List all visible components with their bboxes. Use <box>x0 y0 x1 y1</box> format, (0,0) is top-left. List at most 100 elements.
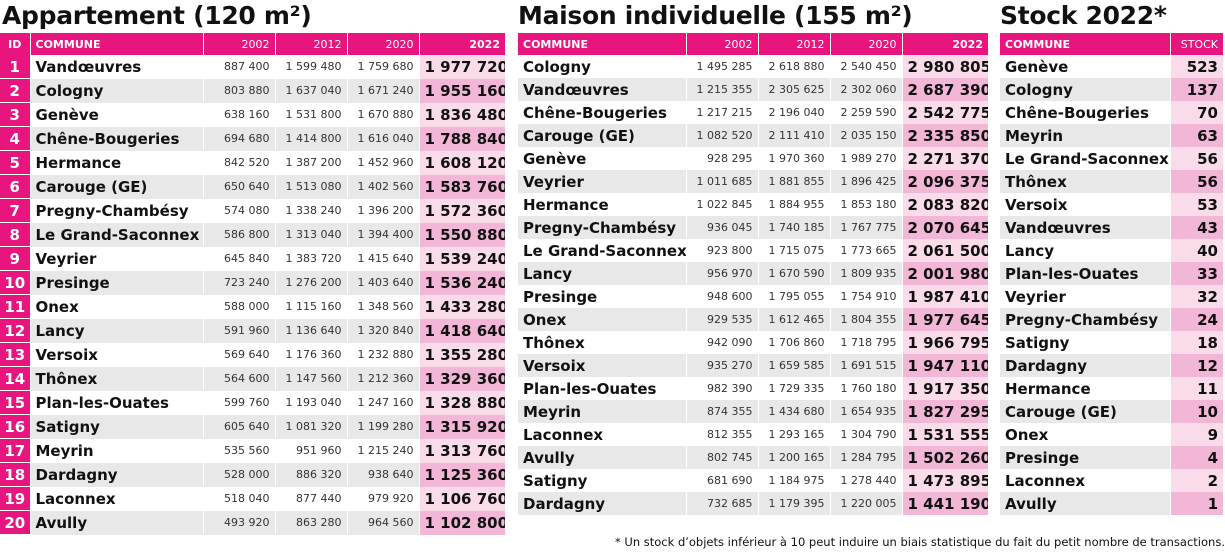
stock-value: 12 <box>1169 354 1223 377</box>
row-id: 15 <box>0 390 30 415</box>
value-2002: 923 800 <box>685 239 758 262</box>
value-2012: 1 136 640 <box>274 318 347 343</box>
table-row: Onex 929 535 1 612 465 1 804 355 1 977 645 <box>518 308 988 331</box>
stock-value: 43 <box>1169 216 1223 239</box>
commune-name: Lancy <box>518 262 686 285</box>
commune-name: Veyrier <box>29 246 203 271</box>
value-2012: 1 706 860 <box>757 331 830 354</box>
stock-value: 56 <box>1169 147 1223 170</box>
value-2002: 887 400 <box>202 55 275 79</box>
value-2002: 982 390 <box>685 377 758 400</box>
column-header-commune: COMMUNE <box>1000 33 1170 55</box>
value-2022: 2 687 390 <box>901 78 988 101</box>
table-row: Chêne-Bougeries 1 217 215 2 196 040 2 259 5… <box>518 101 988 124</box>
value-2020: 1 278 440 <box>829 469 902 492</box>
value-2022: 1 788 840 <box>418 126 505 151</box>
value-2002: 1 217 215 <box>685 101 758 124</box>
table-row: Vandœuvres 43 <box>1000 216 1223 239</box>
maison-section: Maison individuelle (155 m²) COMMUNE 200… <box>518 0 988 515</box>
value-2002: 948 600 <box>685 285 758 308</box>
table-row: 9 Veyrier 645 840 1 383 720 1 415 640 1 539 2… <box>0 246 505 271</box>
table-row: Versoix 53 <box>1000 193 1223 216</box>
value-2002: 942 090 <box>685 331 758 354</box>
value-2012: 1 313 040 <box>274 222 347 247</box>
commune-name: Plan-les-Ouates <box>518 377 686 400</box>
appartement-table: ID COMMUNE 2002 2012 2020 2022 1 Vandœuvr… <box>0 33 505 535</box>
table-row: Veyrier 1 011 685 1 881 855 1 896 425 2 096 … <box>518 170 988 193</box>
value-2012: 1 200 165 <box>757 446 830 469</box>
table-row: Laconnex 2 <box>1000 469 1223 492</box>
row-id: 19 <box>0 486 30 511</box>
value-2022: 1 531 555 <box>901 423 988 446</box>
value-2020: 979 920 <box>346 486 419 511</box>
row-id: 9 <box>0 246 30 271</box>
row-id: 3 <box>0 102 30 127</box>
stock-table: COMMUNE STOCK Genève 523 Cologny 137 Chêne-B… <box>1000 33 1223 515</box>
commune-name: Onex <box>518 308 686 331</box>
table-row: Carouge (GE) 1 082 520 2 111 410 2 035 150 2… <box>518 124 988 147</box>
value-2020: 1 452 960 <box>346 150 419 175</box>
value-2012: 1 184 975 <box>757 469 830 492</box>
value-2022: 2 070 645 <box>901 216 988 239</box>
commune-name: Lancy <box>29 318 203 343</box>
value-2020: 1 754 910 <box>829 285 902 308</box>
value-2012: 1 338 240 <box>274 198 347 223</box>
commune-name: Laconnex <box>1000 469 1170 492</box>
value-2012: 1 081 320 <box>274 414 347 439</box>
table-row: Plan-les-Ouates 33 <box>1000 262 1223 285</box>
value-2002: 1 011 685 <box>685 170 758 193</box>
commune-name: Onex <box>29 294 203 319</box>
value-2022: 1 977 645 <box>901 308 988 331</box>
table-row: Carouge (GE) 10 <box>1000 400 1223 423</box>
value-2012: 2 111 410 <box>757 124 830 147</box>
value-2002: 1 215 355 <box>685 78 758 101</box>
value-2020: 2 540 450 <box>829 55 902 78</box>
value-2002: 802 745 <box>685 446 758 469</box>
commune-name: Pregny-Chambésy <box>29 198 203 223</box>
value-2002: 574 080 <box>202 198 275 223</box>
stock-value: 9 <box>1169 423 1223 446</box>
value-2022: 1 947 110 <box>901 354 988 377</box>
value-2020: 2 259 590 <box>829 101 902 124</box>
stock-title: Stock 2022* <box>1000 1 1167 30</box>
commune-name: Vandœuvres <box>29 55 203 79</box>
commune-name: Cologny <box>29 78 203 103</box>
stock-value: 63 <box>1169 124 1223 147</box>
table-row: 3 Genève 638 160 1 531 800 1 670 880 1 836 48… <box>0 102 505 127</box>
value-2020: 1 220 005 <box>829 492 902 515</box>
table-row: Lancy 40 <box>1000 239 1223 262</box>
table-row: Thônex 56 <box>1000 170 1223 193</box>
maison-table: COMMUNE 2002 2012 2020 2022 Cologny 1 495… <box>518 33 988 515</box>
value-2022: 1 418 640 <box>418 318 505 343</box>
value-2022: 1 550 880 <box>418 222 505 247</box>
row-id: 20 <box>0 510 30 535</box>
commune-name: Chêne-Bougeries <box>1000 101 1170 124</box>
commune-name: Hermance <box>518 193 686 216</box>
value-2012: 1 612 465 <box>757 308 830 331</box>
value-2012: 1 434 680 <box>757 400 830 423</box>
commune-name: Satigny <box>29 414 203 439</box>
value-2020: 1 773 665 <box>829 239 902 262</box>
value-2012: 1 276 200 <box>274 270 347 295</box>
value-2020: 1 403 640 <box>346 270 419 295</box>
value-2020: 1 320 840 <box>346 318 419 343</box>
value-2012: 1 383 720 <box>274 246 347 271</box>
table-row: Presinge 948 600 1 795 055 1 754 910 1 987 4… <box>518 285 988 308</box>
value-2002: 929 535 <box>685 308 758 331</box>
row-id: 13 <box>0 342 30 367</box>
value-2022: 2 083 820 <box>901 193 988 216</box>
row-id: 12 <box>0 318 30 343</box>
table-row: 2 Cologny 803 880 1 637 040 1 671 240 1 955 1… <box>0 78 505 103</box>
value-2022: 2 001 980 <box>901 262 988 285</box>
row-id: 14 <box>0 366 30 391</box>
appartement-header-row: ID COMMUNE 2002 2012 2020 2022 <box>0 33 505 55</box>
value-2020: 1 247 160 <box>346 390 419 415</box>
appartement-title: Appartement (120 m²) <box>2 1 312 30</box>
commune-name: Versoix <box>518 354 686 377</box>
value-2002: 1 082 520 <box>685 124 758 147</box>
table-row: 7 Pregny-Chambésy 574 080 1 338 240 1 396 20… <box>0 198 505 223</box>
value-2012: 1 531 800 <box>274 102 347 127</box>
table-row: Cologny 137 <box>1000 78 1223 101</box>
value-2002: 935 270 <box>685 354 758 377</box>
commune-name: Onex <box>1000 423 1170 446</box>
